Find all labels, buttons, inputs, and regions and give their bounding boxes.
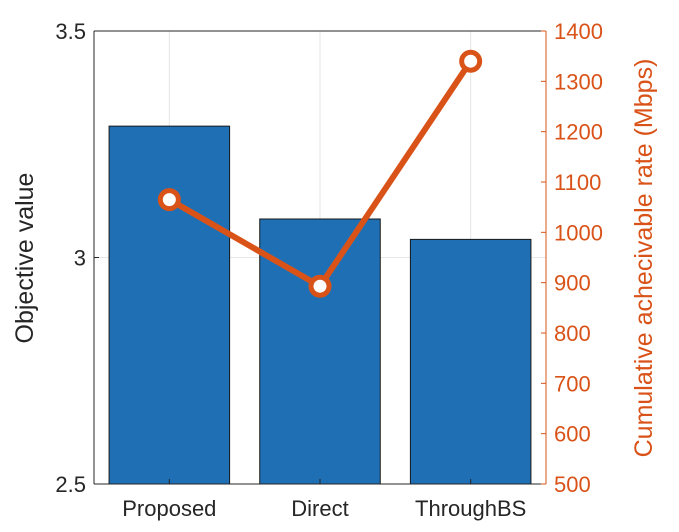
y-axis-label-right: Cumulative achecivable rate (Mbps) <box>630 59 658 458</box>
bar-series <box>108 125 532 485</box>
tick-label-right: 900 <box>554 271 591 296</box>
category-label: Direct <box>291 496 348 521</box>
rate-point-throughbs <box>459 49 483 73</box>
category-label: ThroughBS <box>415 496 526 521</box>
tick-label-left: 3.5 <box>55 19 86 44</box>
tick-label-right: 1200 <box>554 120 603 145</box>
category-label: Proposed <box>122 496 216 521</box>
y-axis-label-left: Objective value <box>11 173 39 344</box>
line-series <box>157 49 483 298</box>
tick-label-left: 2.5 <box>55 472 86 497</box>
tick-label-right: 500 <box>554 472 591 497</box>
tick-label-right: 1400 <box>554 19 603 44</box>
tick-label-right: 1300 <box>554 69 603 94</box>
tick-label-right: 800 <box>554 321 591 346</box>
tick-label-right: 600 <box>554 422 591 447</box>
right-axis-ticks: 500 600 700 800 900 1000 1100 1200 1300 1400 <box>541 19 603 497</box>
tick-label-right: 1000 <box>554 220 603 245</box>
left-axis-ticks: 2.5 3 3.5 <box>55 19 99 497</box>
tick-label-right: 700 <box>554 371 591 396</box>
tick-label-right: 1100 <box>554 170 601 195</box>
tick-label-left: 3 <box>74 246 86 271</box>
bar-proposed <box>108 125 231 485</box>
rate-point-direct <box>308 274 332 298</box>
bar-direct <box>259 218 381 485</box>
rate-point-proposed <box>157 188 181 212</box>
bar-throughbs <box>409 238 532 485</box>
category-labels: Proposed Direct ThroughBS <box>122 479 526 521</box>
